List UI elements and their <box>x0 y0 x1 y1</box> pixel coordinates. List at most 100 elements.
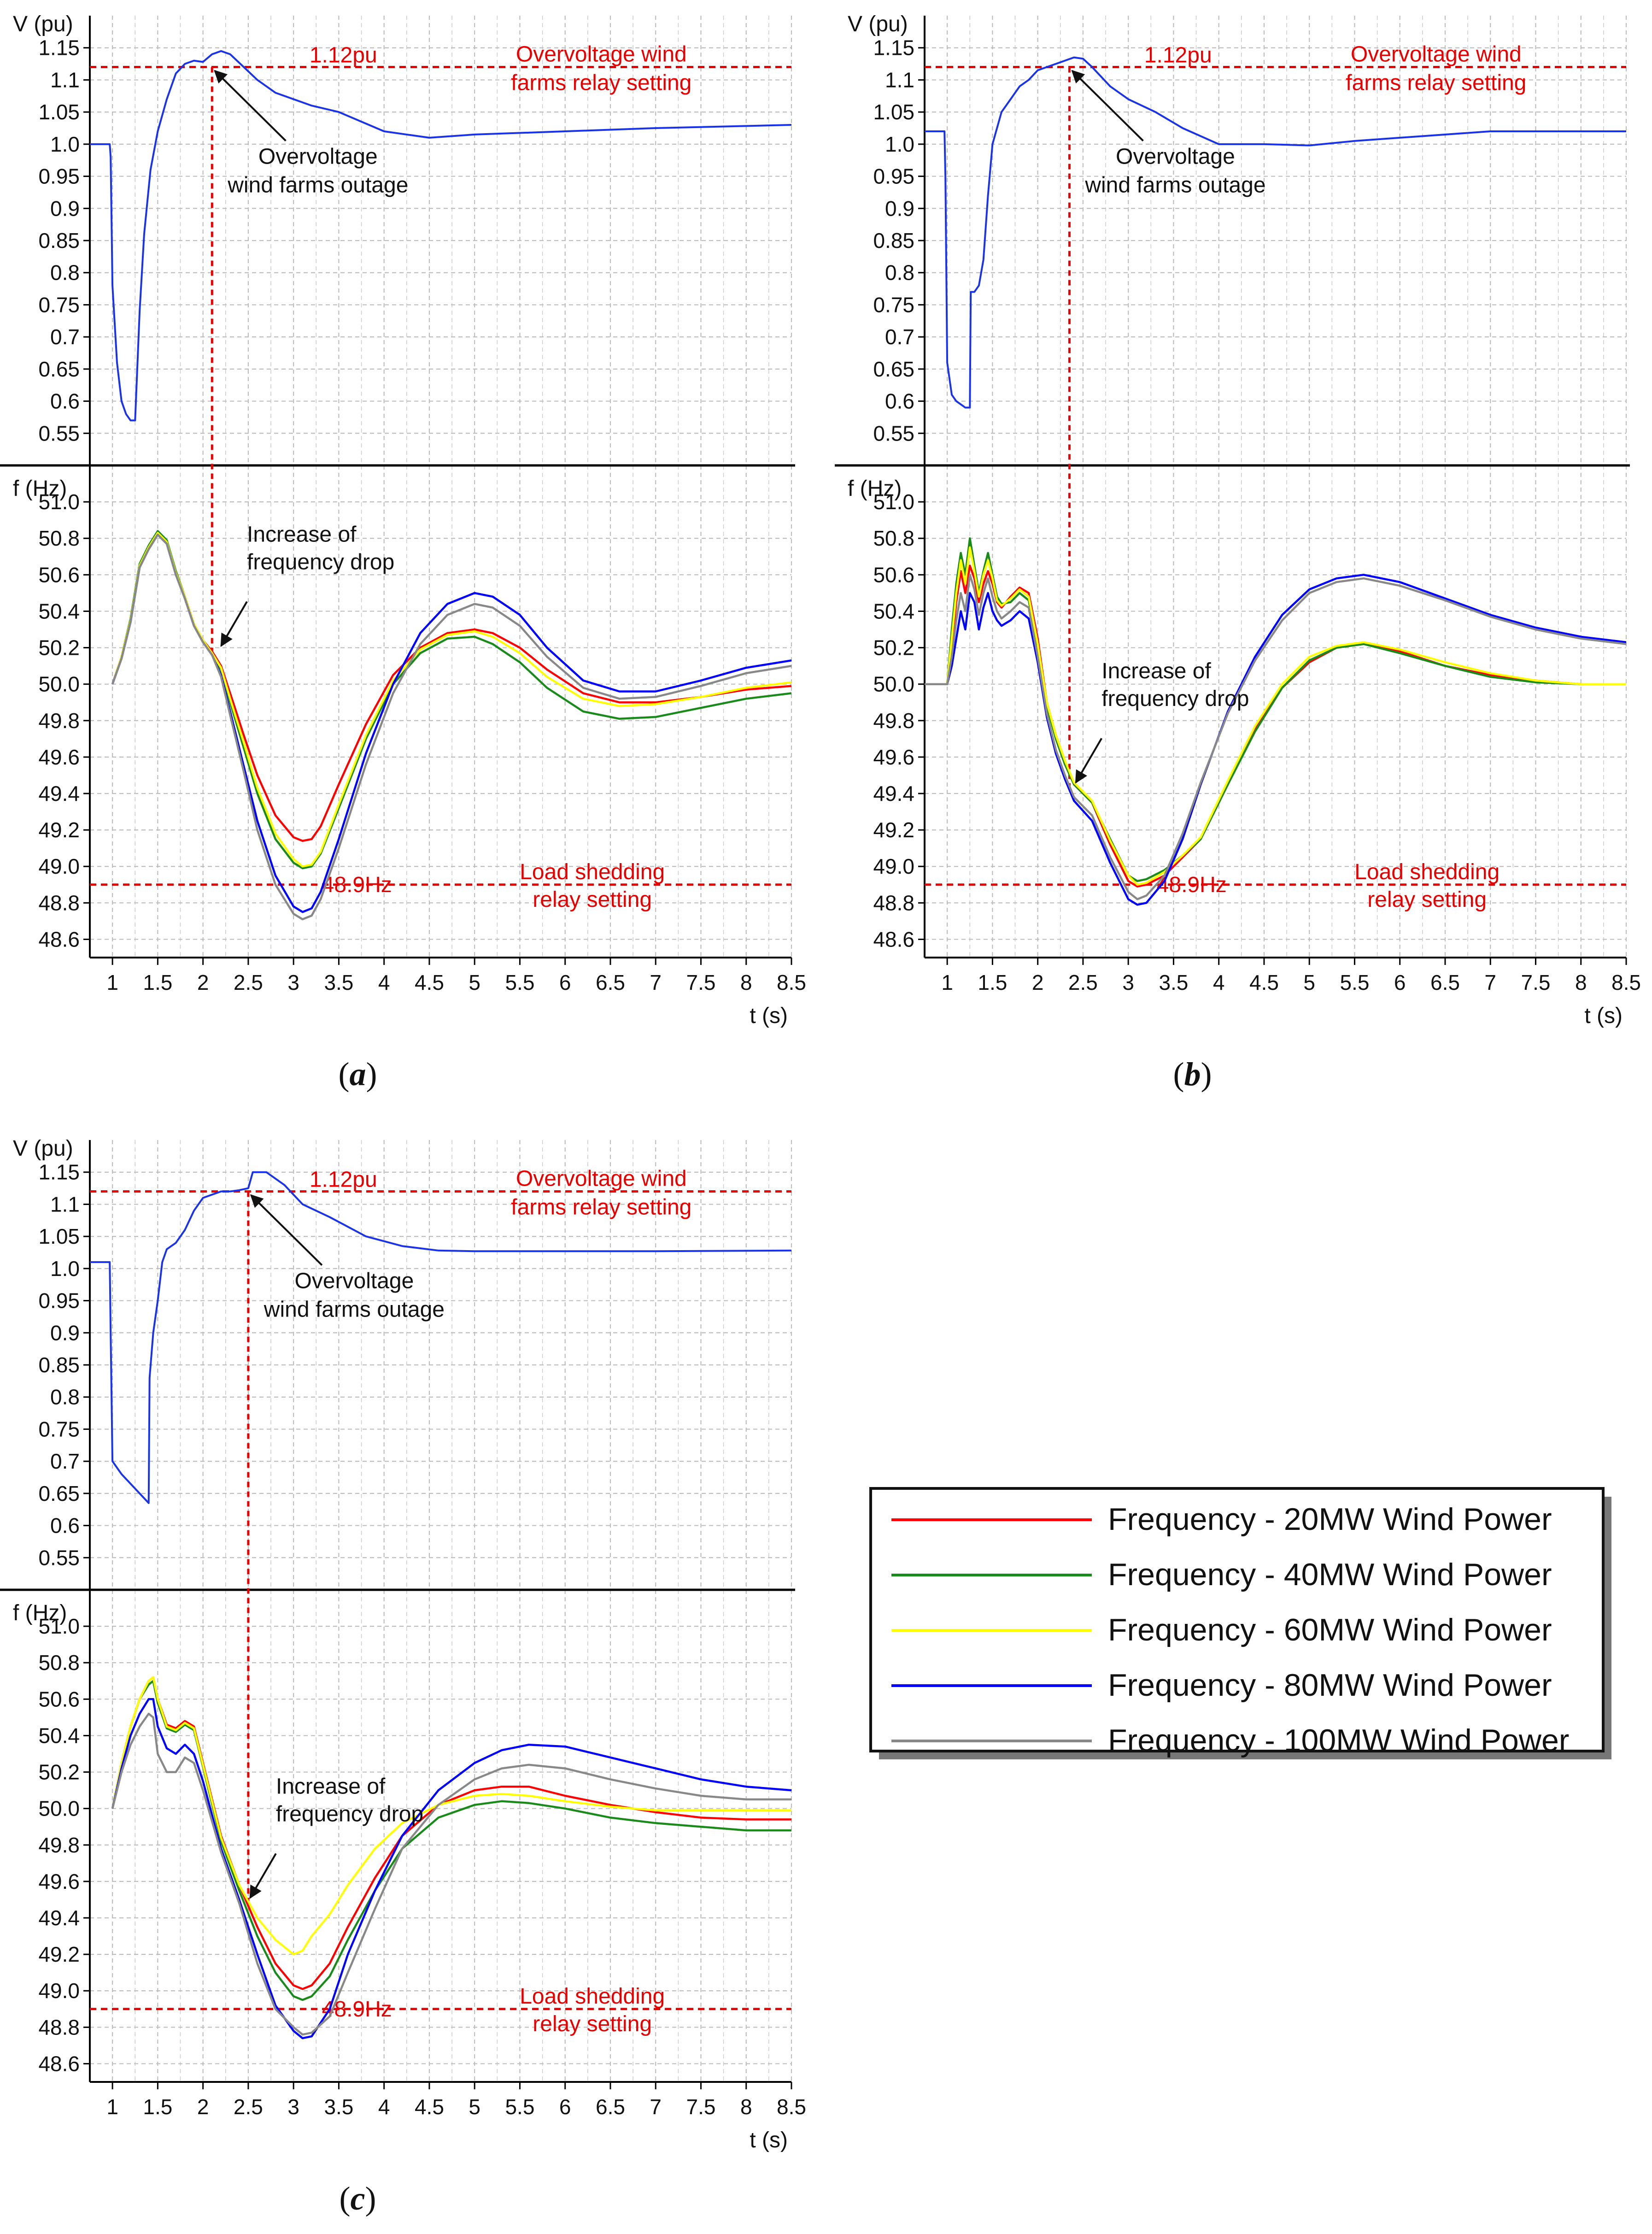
x-tick-label: 7.5 <box>686 2095 716 2119</box>
x-tick-label: 8.5 <box>777 2095 806 2119</box>
overvoltage-note-line1: Overvoltage wind <box>516 1167 687 1191</box>
x-tick-label: 2 <box>197 2095 209 2119</box>
x-tick-label: 5 <box>469 970 480 994</box>
panel-label-letter: b <box>1184 1056 1201 1093</box>
f-tick-label: 49.4 <box>873 782 914 805</box>
overvoltage-annotation-line2: wind farms outage <box>1084 173 1265 198</box>
panel-c: 1 1.5 2 2.5 3 3.5 4 4.5 5 5.5 6 6.5 7 7.5 8 8.5 0.55 0.6 0… <box>0 1136 806 2217</box>
panel-a: 1 1.5 2 2.5 3 3.5 4 4.5 5 5.5 6 6.5 7 7.5 8 8.5 0.55 0.6 0… <box>0 12 806 1093</box>
frequency-series-line-4 <box>925 574 1627 906</box>
x-tick-label: 1.5 <box>143 2095 172 2119</box>
x-tick-label: 7.5 <box>1521 970 1551 994</box>
f-tick-label: 49.6 <box>873 745 914 769</box>
v-tick-label: 0.6 <box>885 389 914 413</box>
f-tick-label: 49.6 <box>38 745 80 769</box>
load-shedding-note-line1: Load shedding <box>1354 860 1500 884</box>
f-tick-label: 49.2 <box>38 1942 80 1966</box>
f-tick-label: 48.8 <box>38 891 80 915</box>
x-tick-label: 7 <box>1484 970 1496 994</box>
panel-label-letter: a <box>350 1056 366 1093</box>
x-tick-label: 2.5 <box>234 970 263 994</box>
overvoltage-annotation-line1: Overvoltage <box>258 145 378 169</box>
x-tick-label: 8 <box>1575 970 1587 994</box>
x-tick-label: 1 <box>106 2095 118 2119</box>
voltage-series-line <box>90 1171 792 1504</box>
x-tick-label: 6.5 <box>1430 970 1460 994</box>
x-tick-label: 3 <box>287 970 299 994</box>
x-tick-label: 5 <box>1303 970 1315 994</box>
x-axis-label: t (s) <box>1584 1004 1623 1028</box>
f-tick-label: 51.0 <box>38 490 80 514</box>
overvoltage-annotation-arrow <box>214 70 287 141</box>
x-tick-label: 3.5 <box>324 970 353 994</box>
x-tick-label: 6.5 <box>596 970 625 994</box>
frequency-drop-annotation-line1: Increase of <box>276 1774 386 1799</box>
v-tick-label: 0.85 <box>38 229 80 253</box>
v-tick-label: 1.0 <box>50 1257 80 1281</box>
f-tick-label: 50.8 <box>38 1651 80 1675</box>
frequency-drop-annotation-line1: Increase of <box>247 523 357 547</box>
f-tick-label: 49.0 <box>38 1979 80 2003</box>
x-tick-label: 1 <box>941 970 953 994</box>
v-tick-label: 0.75 <box>38 293 80 317</box>
x-tick-label: 5.5 <box>1340 970 1369 994</box>
v-tick-label: 0.85 <box>38 1353 80 1377</box>
v-tick-label: 0.8 <box>50 1385 80 1409</box>
v-tick-label: 0.75 <box>873 293 914 317</box>
overvoltage-note-line2: farms relay setting <box>511 1195 691 1220</box>
x-tick-label: 4 <box>1213 970 1225 994</box>
x-tick-label: 2 <box>1032 970 1044 994</box>
x-tick-label: 8.5 <box>1611 970 1641 994</box>
x-tick-label: 3.5 <box>324 2095 353 2119</box>
v-tick-label: 0.75 <box>38 1417 80 1441</box>
f-tick-label: 50.8 <box>38 526 80 550</box>
f-tick-label: 49.4 <box>38 782 80 805</box>
x-tick-label: 5.5 <box>505 2095 534 2119</box>
f-tick-label: 48.6 <box>873 927 914 951</box>
overvoltage-note-line2: farms relay setting <box>1346 71 1526 95</box>
overvoltage-annotation-arrow <box>250 1194 323 1266</box>
v-tick-label: 1.15 <box>38 1160 80 1184</box>
v-tick-label: 0.9 <box>50 196 80 220</box>
frequency-series-line-3 <box>111 532 792 868</box>
x-tick-label: 4.5 <box>415 2095 444 2119</box>
legend-label-5: Frequency - 100MW Wind Power <box>1108 1723 1569 1758</box>
x-tick-label: 2.5 <box>234 2095 263 2119</box>
v-tick-label: 0.95 <box>38 165 80 188</box>
f-tick-label: 50.4 <box>873 599 914 623</box>
overvoltage-threshold-label: 1.12pu <box>1144 43 1212 68</box>
x-tick-label: 4.5 <box>415 970 444 994</box>
x-tick-label: 3 <box>287 2095 299 2119</box>
overvoltage-annotation-line1: Overvoltage <box>1116 145 1235 169</box>
panel-label-close: ) <box>366 1056 377 1093</box>
overvoltage-annotation-line2: wind farms outage <box>264 1298 445 1322</box>
x-tick-label: 4.5 <box>1249 970 1279 994</box>
f-axis-label: f (Hz) <box>13 1601 67 1625</box>
v-axis-label: V (pu) <box>848 12 908 36</box>
overvoltage-threshold-label: 1.12pu <box>310 1168 377 1192</box>
panel-label: (c) <box>340 2180 376 2217</box>
x-tick-label: 8 <box>740 970 752 994</box>
v-tick-label: 1.1 <box>885 68 914 92</box>
panel-label-close: ) <box>1201 1056 1212 1093</box>
load-shedding-note-line2: relay setting <box>533 2012 652 2036</box>
x-tick-label: 2.5 <box>1068 970 1098 994</box>
v-tick-label: 0.8 <box>50 261 80 285</box>
x-tick-label: 5 <box>469 2095 480 2119</box>
overvoltage-annotation-line1: Overvoltage <box>295 1269 414 1293</box>
v-tick-label: 0.85 <box>873 229 914 253</box>
x-axis-label: t (s) <box>750 2128 788 2152</box>
f-tick-label: 49.6 <box>38 1870 80 1893</box>
f-tick-label: 49.0 <box>873 854 914 878</box>
x-tick-label: 5.5 <box>505 970 534 994</box>
f-tick-label: 50.2 <box>38 636 80 660</box>
v-tick-label: 0.95 <box>38 1289 80 1313</box>
overvoltage-annotation-arrow <box>1071 70 1144 141</box>
x-tick-label: 7 <box>650 970 662 994</box>
panel-label-open: ( <box>339 1056 350 1093</box>
panel-label: (b) <box>1173 1056 1212 1093</box>
v-tick-label: 1.0 <box>50 132 80 156</box>
frequency-drop-annotation-arrow <box>1075 738 1102 784</box>
v-axis-label: V (pu) <box>13 12 73 36</box>
f-axis-label: f (Hz) <box>13 476 67 501</box>
